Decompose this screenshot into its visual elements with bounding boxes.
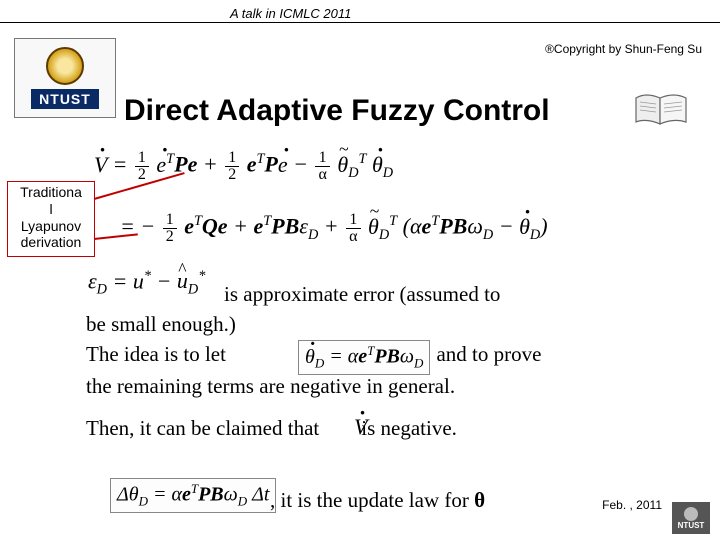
bt3-a: The idea is to let (86, 342, 226, 366)
bt5-a: Then, it can be claimed that (86, 416, 319, 440)
callout-line-2: l (49, 201, 52, 217)
callout-line-1: Traditiona (20, 184, 82, 200)
body-text-4: the remaining terms are negative in gene… (86, 372, 686, 400)
footer-date: Feb. , 2011 (602, 498, 662, 512)
bt3-b: and to prove (436, 342, 541, 366)
equation-4: θD = αeTPBωD (298, 340, 430, 375)
footer-logo-icon (684, 507, 698, 521)
header-divider (0, 22, 720, 23)
book-icon (632, 86, 690, 130)
equation-2: = − 12 eTQe + eTPBεD + 1α θDT (αeTPBωD −… (120, 212, 548, 245)
body-text-5: Then, it can be claimed that is negative… (86, 414, 686, 442)
bt6-theta: θ (474, 488, 485, 512)
body-text-1: is approximate error (assumed to (224, 280, 684, 308)
logo-text: NTUST (31, 89, 99, 109)
logo-emblem-icon (46, 47, 84, 85)
callout-line-4: derivation (21, 234, 82, 250)
equation-1: V = 12 eTPe + 12 eTPe − 1α θDT θD (94, 150, 393, 183)
page-title: Direct Adaptive Fuzzy Control (124, 94, 550, 128)
bt5-b: is negative. (361, 416, 457, 440)
equation-5-vdot: V (354, 414, 367, 440)
callout-lyapunov: Traditiona l Lyapunov derivation (7, 181, 95, 257)
footer-logo: NTUST (672, 502, 710, 534)
ntust-logo: NTUST (14, 38, 116, 118)
equation-6: ΔθD = αeTPBωD Δt (110, 478, 276, 513)
callout-line-3: Lyapunov (21, 218, 81, 234)
slide-container: A talk in ICMLC 2011 ®Copyright by Shun-… (0, 0, 720, 540)
body-text-2: be small enough.) (86, 310, 686, 338)
bt6-text: , it is the update law for (270, 488, 474, 512)
talk-label: A talk in ICMLC 2011 (230, 6, 351, 21)
equation-3: εD = u* − uD* (88, 268, 205, 299)
copyright-text: ®Copyright by Shun-Feng Su (545, 42, 702, 56)
footer-logo-text: NTUST (678, 521, 705, 530)
